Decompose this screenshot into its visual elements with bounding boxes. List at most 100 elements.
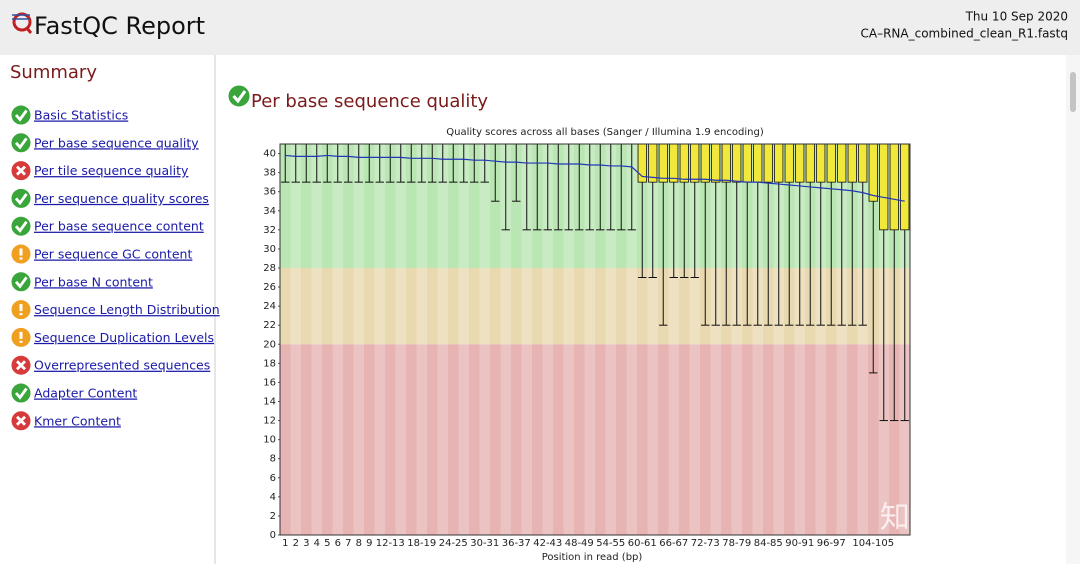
module-link[interactable]: Adapter Content <box>34 386 137 401</box>
box <box>795 143 805 183</box>
module-link[interactable]: Overrepresented sequences <box>34 358 210 373</box>
band-stripe <box>668 144 679 535</box>
band-stripe <box>626 144 637 535</box>
band-stripe <box>710 144 721 535</box>
module-link[interactable]: Per base sequence quality <box>34 135 199 150</box>
module-link[interactable]: Basic Statistics <box>34 108 128 123</box>
status-icon-pass <box>10 187 32 209</box>
band-stripe <box>353 144 364 535</box>
scrollbar-track <box>1066 55 1080 564</box>
band-stripe <box>752 144 763 535</box>
x-tick-label: 8 <box>356 538 362 549</box>
scrollbar-thumb[interactable] <box>1070 72 1076 112</box>
watermark: 知乎 @Jade <box>880 501 1044 536</box>
box <box>721 143 731 183</box>
box <box>868 143 878 202</box>
status-icon-warn <box>10 299 32 321</box>
status-icon-pass <box>10 104 32 126</box>
band-stripe <box>374 144 385 535</box>
y-tick-label: 10 <box>263 435 276 446</box>
x-tick-label: 12-13 <box>376 538 405 549</box>
status-icon-fail <box>10 354 32 376</box>
y-tick-label: 14 <box>263 396 276 407</box>
box <box>753 143 763 183</box>
status-icon-pass <box>10 132 32 154</box>
status-icon-pass <box>227 84 251 108</box>
band-stripe <box>836 144 847 535</box>
box <box>816 143 826 183</box>
y-tick-label: 38 <box>263 168 276 179</box>
box <box>742 143 752 183</box>
band-stripe <box>857 144 868 535</box>
box <box>690 143 700 183</box>
icon-check <box>14 137 28 150</box>
x-tick-label: 54-55 <box>596 538 625 549</box>
module-link[interactable]: Per tile sequence quality <box>34 163 189 178</box>
x-tick-label: 7 <box>345 538 351 549</box>
x-tick-label: 104-105 <box>852 538 894 549</box>
x-tick-label: 96-97 <box>817 538 846 549</box>
summary-title: Summary <box>10 62 97 83</box>
x-tick-label: 36-37 <box>502 538 531 549</box>
y-tick-label: 24 <box>263 301 276 312</box>
band-stripe <box>647 144 658 535</box>
icon-check <box>14 387 28 400</box>
icon-check <box>14 220 28 233</box>
x-tick-label: 18-19 <box>407 538 436 549</box>
y-tick-label: 30 <box>263 244 276 255</box>
y-tick-label: 18 <box>263 358 276 369</box>
y-tick-label: 16 <box>263 377 276 388</box>
header-date: Thu 10 Sep 2020 <box>965 10 1068 24</box>
x-tick-label: 6 <box>335 538 341 549</box>
box <box>711 143 721 183</box>
x-tick-label: 3 <box>303 538 309 549</box>
icon-cross <box>16 165 26 176</box>
y-tick-label: 34 <box>263 206 276 217</box>
box <box>847 143 857 183</box>
x-tick-label: 72-73 <box>691 538 720 549</box>
y-tick-label: 2 <box>270 511 276 522</box>
module-link[interactable]: Per sequence quality scores <box>34 191 209 206</box>
module-link[interactable]: Per base N content <box>34 274 153 289</box>
band-stripe <box>500 144 511 535</box>
band-stripe <box>584 144 595 535</box>
icon-circle <box>10 132 32 154</box>
module-link[interactable]: Per base sequence content <box>34 219 204 234</box>
box <box>763 143 773 183</box>
x-tick-label: 9 <box>366 538 372 549</box>
box <box>648 143 658 183</box>
quality-zone <box>280 344 910 535</box>
band-stripe <box>521 144 532 535</box>
band-stripe <box>416 144 427 535</box>
header-file: CA–RNA_combined_clean_R1.fastq <box>860 27 1068 41</box>
box <box>889 143 899 231</box>
icon-cross <box>16 415 26 426</box>
status-icon-pass <box>10 271 32 293</box>
x-tick-label: 48-49 <box>565 538 594 549</box>
box <box>784 143 794 183</box>
module-link[interactable]: Per sequence GC content <box>34 247 192 262</box>
icon-circle <box>10 215 32 237</box>
x-tick-label: 90-91 <box>785 538 814 549</box>
box <box>900 143 910 231</box>
x-tick-label: 60-61 <box>628 538 657 549</box>
quality-zone <box>280 267 910 345</box>
x-tick-label: 78-79 <box>722 538 751 549</box>
band-stripe <box>458 144 469 535</box>
box <box>826 143 836 183</box>
module-link[interactable]: Sequence Duplication Levels <box>34 330 214 345</box>
y-tick-label: 4 <box>270 492 276 503</box>
x-tick-label: 84-85 <box>754 538 783 549</box>
module-link[interactable]: Kmer Content <box>34 413 121 428</box>
x-tick-label: 30-31 <box>470 538 499 549</box>
module-link[interactable]: Sequence Length Distribution <box>34 302 220 317</box>
y-tick-label: 0 <box>270 530 276 541</box>
section-title: Per base sequence quality <box>251 91 488 112</box>
y-tick-label: 40 <box>263 149 276 160</box>
box <box>669 143 679 183</box>
band-stripe <box>395 144 406 535</box>
chart-title: Quality scores across all bases (Sanger … <box>446 127 764 138</box>
y-tick-label: 22 <box>263 320 276 331</box>
